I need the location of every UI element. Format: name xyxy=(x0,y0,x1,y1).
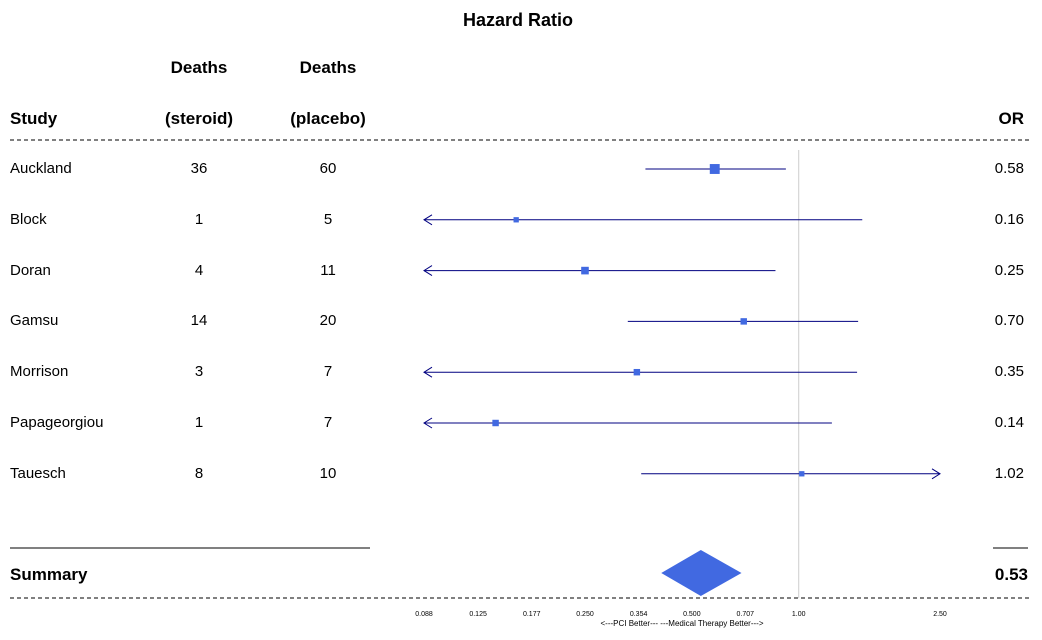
deaths-placebo-value: 7 xyxy=(323,414,333,431)
summary-label: Summary xyxy=(10,565,88,584)
effect-box xyxy=(740,318,747,325)
effect-box xyxy=(633,368,641,376)
header-deaths-steroid-line2: (steroid) xyxy=(165,109,233,128)
deaths-steroid-value: 1 xyxy=(194,210,204,228)
deaths-steroid-value: 1 xyxy=(194,414,204,431)
deaths-placebo-value: 7 xyxy=(323,363,333,381)
or-value: 0.14 xyxy=(994,414,1024,431)
deaths-placebo-value: 11 xyxy=(320,261,336,279)
effect-box xyxy=(492,419,499,427)
deaths-placebo-value: 10 xyxy=(319,464,337,482)
study-name: Doran xyxy=(10,261,51,279)
deaths-placebo-value: 20 xyxy=(319,312,337,330)
x-tick-label: 0.500 xyxy=(683,611,701,618)
effect-box xyxy=(581,266,589,275)
header-deaths-steroid-line1: Deaths xyxy=(170,58,228,77)
or-value: 1.02 xyxy=(994,464,1024,482)
effect-box xyxy=(709,164,720,174)
x-tick-label: 0.177 xyxy=(523,611,541,618)
header-or: OR xyxy=(998,109,1025,128)
header-deaths-placebo-line1: Deaths xyxy=(299,58,357,77)
x-tick-label: 1.00 xyxy=(792,611,806,618)
or-value: 0.70 xyxy=(994,312,1024,330)
deaths-placebo-value: 60 xyxy=(319,160,337,177)
study-name: Auckland xyxy=(10,160,72,177)
x-tick-label: 0.125 xyxy=(469,611,487,618)
study-name: Gamsu xyxy=(10,312,59,330)
or-value: 0.58 xyxy=(994,160,1024,177)
deaths-steroid-value: 3 xyxy=(194,363,204,381)
effect-box xyxy=(799,471,805,477)
deaths-steroid-value: 4 xyxy=(194,261,204,279)
header-study: Study xyxy=(10,109,58,128)
x-tick-label: 2.50 xyxy=(933,611,947,618)
x-tick-label: 0.250 xyxy=(576,611,594,618)
x-axis-caption: <---PCI Better--- ---Medical Therapy Bet… xyxy=(600,619,764,628)
ci-arrow-left xyxy=(423,366,433,378)
deaths-steroid-value: 36 xyxy=(190,160,208,177)
ci-arrow-right xyxy=(931,468,941,480)
or-value: 0.16 xyxy=(994,210,1024,228)
study-name: Papageorgiou xyxy=(10,414,104,431)
x-tick-label: 0.088 xyxy=(415,611,433,618)
or-value: 0.35 xyxy=(994,363,1024,381)
ci-arrow-left xyxy=(423,417,433,429)
summary-or-value: 0.53 xyxy=(994,565,1028,584)
deaths-steroid-value: 14 xyxy=(190,312,208,330)
chart-title: Hazard Ratio xyxy=(462,10,574,30)
study-name: Morrison xyxy=(10,363,69,381)
study-name: Block xyxy=(10,210,47,228)
header-deaths-placebo-line2: (placebo) xyxy=(290,109,366,128)
or-value: 0.25 xyxy=(994,261,1024,279)
ci-arrow-left xyxy=(423,214,433,226)
study-name: Tauesch xyxy=(10,464,66,482)
x-tick-label: 0.354 xyxy=(630,611,648,618)
effect-box xyxy=(513,217,519,223)
deaths-placebo-value: 5 xyxy=(323,210,333,228)
deaths-steroid-value: 8 xyxy=(194,464,204,482)
ci-arrow-left xyxy=(423,265,433,277)
x-tick-label: 0.707 xyxy=(737,611,755,618)
summary-diamond xyxy=(661,550,742,596)
